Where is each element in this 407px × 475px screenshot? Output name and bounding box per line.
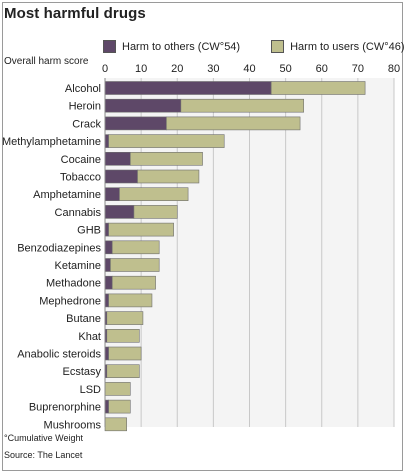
category-label-anabolic-steroids: Anabolic steroids: [17, 349, 101, 361]
bar-users-cannabis: [133, 205, 178, 219]
x-tick-label-70: 70: [352, 63, 364, 75]
bar-users-buprenorphine: [108, 399, 131, 414]
category-label-cannabis: Cannabis: [55, 207, 102, 219]
category-label-heroin: Heroin: [69, 101, 101, 113]
bar-others-mephedrone: [104, 293, 109, 308]
bar-users-ecstasy: [106, 364, 140, 379]
bar-others-cocaine: [104, 152, 131, 166]
category-label-tobacco: Tobacco: [60, 172, 101, 184]
bar-others-amphetamine: [104, 187, 120, 201]
legend: Harm to others (CW°54) Harm to users (CW…: [103, 40, 407, 53]
bar-users-methylamphetamine: [108, 134, 225, 148]
category-label-cocaine: Cocaine: [61, 154, 101, 166]
bar-users-mephedrone: [108, 293, 153, 308]
bar-others-crack: [104, 116, 167, 131]
bar-users-alcohol: [270, 81, 366, 95]
bar-users-ketamine: [110, 258, 160, 272]
bar-others-methylamphetamine: [104, 134, 109, 148]
bar-users-methadone: [111, 275, 156, 290]
bar-users-mushrooms: [104, 417, 127, 432]
bar-users-ghb: [108, 222, 174, 237]
bar-users-amphetamine: [119, 187, 189, 201]
legend-label-users: Harm to users (CW°46): [290, 40, 405, 53]
category-label-benzodiazepines: Benzodiazepines: [17, 242, 101, 254]
bar-users-anabolic-steroids: [108, 346, 142, 361]
category-label-methylamphetamine: Methylamphetamine: [2, 136, 101, 148]
x-axis-title: Overall harm score: [4, 56, 89, 67]
x-tick-label-40: 40: [243, 63, 255, 75]
bar-others-heroin: [104, 98, 182, 113]
category-label-butane: Butane: [66, 313, 101, 325]
x-tick-label-10: 10: [135, 63, 147, 75]
bar-users-heroin: [180, 98, 304, 113]
bar-others-cannabis: [104, 205, 135, 219]
category-label-mephedrone: Mephedrone: [39, 295, 101, 307]
legend-item-others: Harm to others (CW°54): [103, 40, 240, 53]
legend-swatch-users: [271, 40, 285, 53]
chart-title: Most harmful drugs: [4, 5, 146, 22]
category-label-ghb: GHB: [77, 225, 101, 237]
category-label-lsd: LSD: [80, 384, 101, 396]
legend-swatch-others: [103, 40, 116, 53]
x-tick-label-20: 20: [171, 63, 183, 75]
x-tick-label-50: 50: [280, 63, 292, 75]
legend-item-users: Harm to users (CW°46): [271, 40, 405, 53]
legend-label-others: Harm to others (CW°54): [122, 40, 241, 53]
bar-others-buprenorphine: [104, 399, 109, 414]
category-label-khat: Khat: [78, 331, 101, 343]
bar-others-alcohol: [104, 81, 272, 95]
bar-others-benzodiazepines: [104, 240, 113, 255]
x-tick-label-30: 30: [207, 63, 219, 75]
bar-users-benzodiazepines: [111, 240, 160, 255]
bar-others-anabolic-steroids: [104, 346, 109, 361]
bar-users-lsd: [104, 382, 131, 396]
x-tick-label-60: 60: [316, 63, 328, 75]
bar-users-tobacco: [137, 169, 200, 184]
footnote: °Cumulative Weight: [4, 433, 83, 443]
bar-users-khat: [106, 328, 140, 343]
category-label-ketamine: Ketamine: [55, 260, 101, 272]
bar-users-crack: [166, 116, 301, 131]
category-label-mushrooms: Mushrooms: [44, 419, 102, 431]
category-label-alcohol: Alcohol: [65, 83, 101, 95]
source-note: Source: The Lancet: [4, 450, 83, 460]
category-label-buprenorphine: Buprenorphine: [29, 402, 101, 414]
category-label-amphetamine: Amphetamine: [33, 189, 101, 201]
bar-others-ketamine: [104, 258, 111, 272]
x-tick-label-80: 80: [388, 63, 400, 75]
category-label-crack: Crack: [72, 118, 101, 130]
bar-users-cocaine: [129, 152, 203, 166]
bar-others-ghb: [104, 222, 109, 237]
x-tick-label-0: 0: [102, 63, 108, 75]
bar-others-tobacco: [104, 169, 138, 184]
category-label-ecstasy: Ecstasy: [62, 366, 101, 378]
bar-others-methadone: [104, 275, 113, 290]
bar-users-butane: [106, 311, 144, 325]
category-label-methadone: Methadone: [46, 278, 101, 290]
